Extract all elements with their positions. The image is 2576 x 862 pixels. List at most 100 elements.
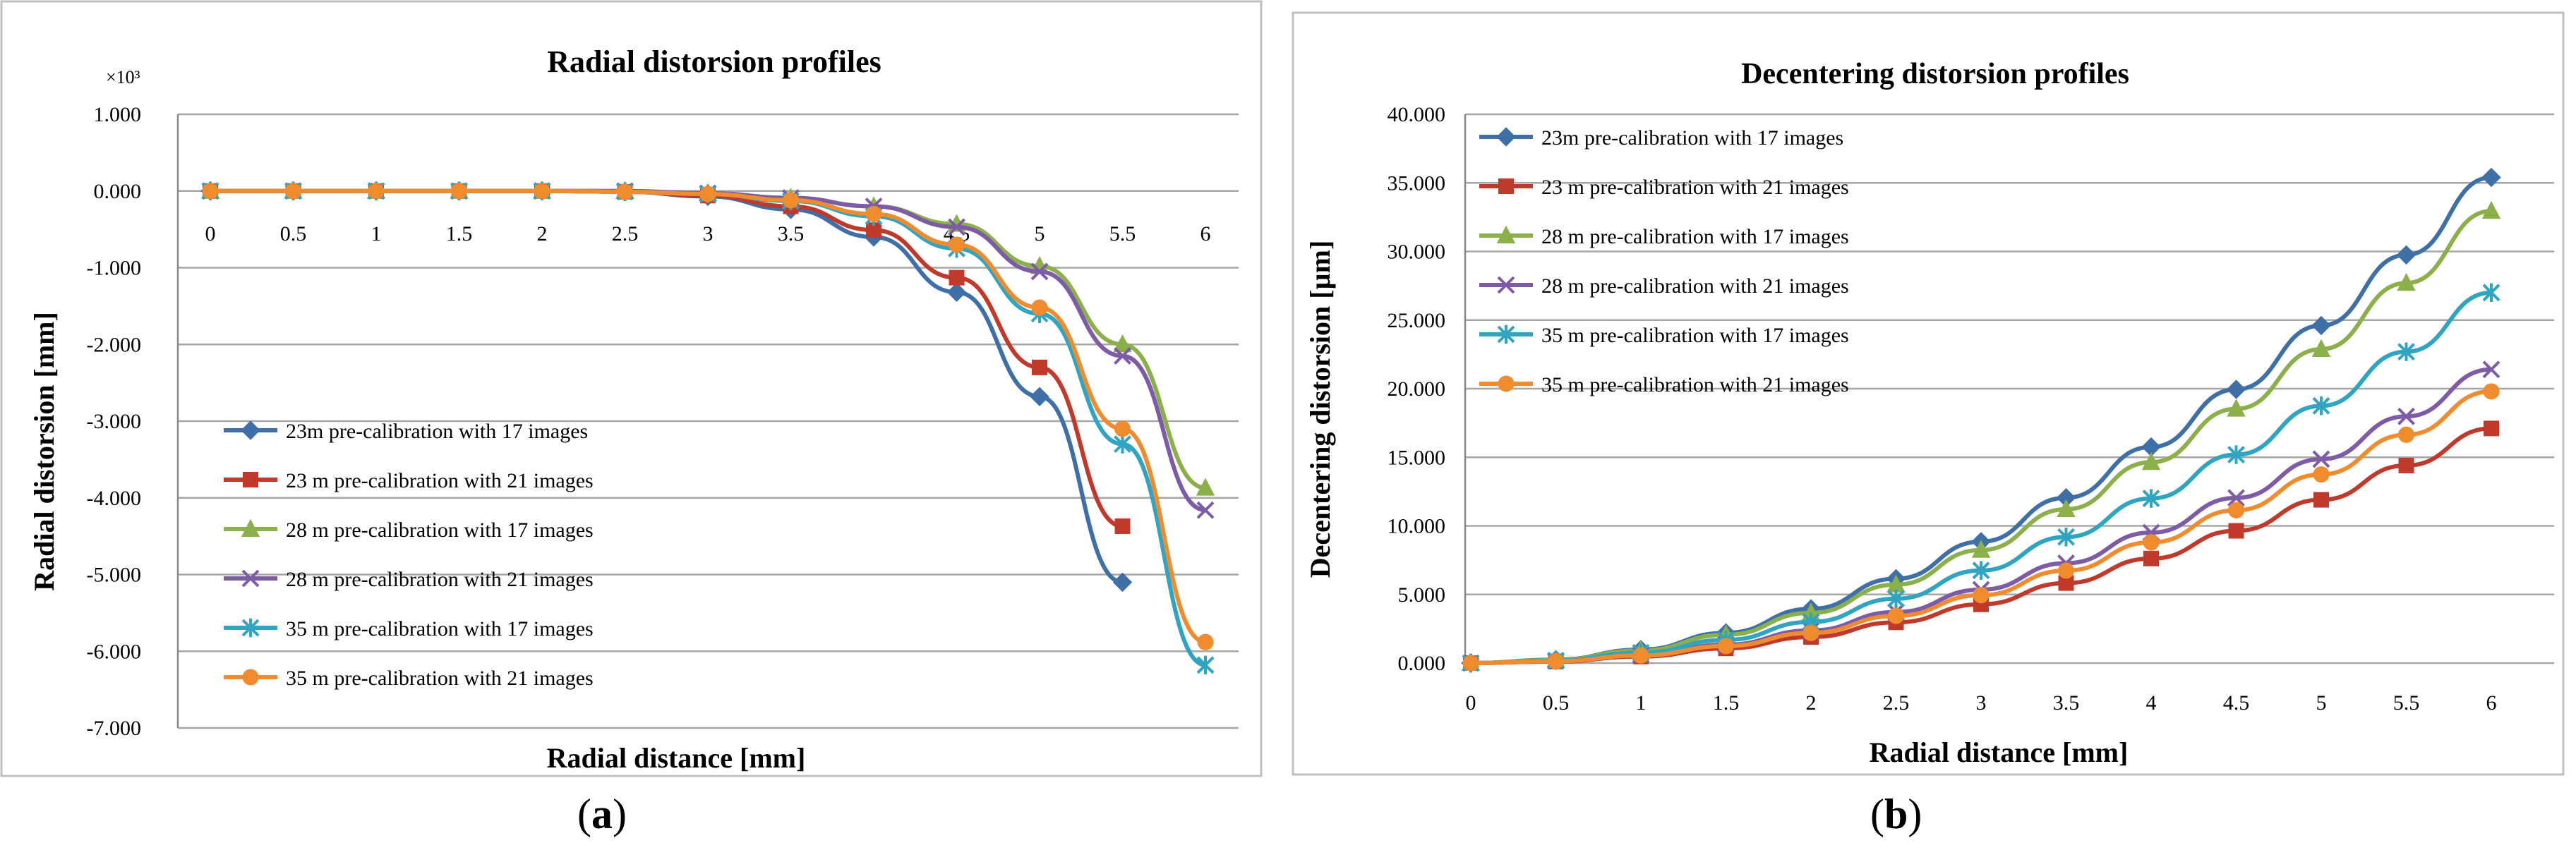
chart-b-x-tick-label: 3.5: [2053, 691, 2080, 715]
chart-b-x-tick-label: 0: [1466, 691, 1476, 715]
chart-b-point: [2311, 315, 2331, 336]
chart-b-point: [2141, 451, 2161, 471]
chart-a-legend-label: 23m pre-calibration with 17 images: [286, 420, 588, 443]
chart-b-legend-label: 35 m pre-calibration with 17 images: [1541, 324, 1849, 347]
chart-a-legend-marker: [241, 569, 260, 588]
chart-a-point: [284, 183, 302, 200]
chart-a-x-tick-label: 6: [1200, 222, 1211, 245]
chart-b-point: [2227, 399, 2246, 417]
chart-b-point: [2057, 528, 2075, 547]
chart-b-point: [1632, 647, 1649, 664]
chart-a-y-multiplier: ×10³: [106, 67, 140, 87]
chart-b-x-tick-label: 3: [1976, 691, 1987, 715]
chart-b-y-tick-label: 30.000: [1388, 241, 1446, 264]
chart-b-series-line: [1470, 290, 2492, 665]
panel-label-b-text: b: [1884, 791, 1908, 837]
chart-a-x-tick-label: 1: [371, 222, 382, 245]
chart-a-series-6: [202, 183, 1214, 650]
chart-b-y-tick-label: 20.000: [1388, 377, 1446, 401]
chart-b-group: 0.000 5.000 10.000 15.000 20.000 25.000 30.000…: [1292, 11, 2565, 776]
chart-b-legend-marker: [1496, 225, 1516, 243]
chart-a-point: [450, 183, 468, 200]
chart-a-point: [948, 218, 965, 236]
chart-b-point: [2481, 200, 2501, 219]
chart-b-legend-marker: [1497, 276, 1515, 294]
chart-a-y-tick-label: -3.000: [87, 410, 142, 433]
chart-a-point: [1114, 347, 1131, 365]
chart-b-point: [2398, 457, 2414, 473]
chart-b-point: [1547, 652, 1565, 669]
chart-a-y-tick-label: 1.000: [94, 103, 142, 126]
chart-a-legend-label: 23 m pre-calibration with 21 images: [286, 469, 594, 492]
chart-b-point: [2396, 245, 2416, 265]
chart-b-point: [2142, 489, 2160, 508]
chart-a-title: Radial distorsion profiles: [547, 44, 881, 79]
chart-b-y-tick-label: 35.000: [1388, 171, 1446, 195]
chart-b-point: [2313, 466, 2330, 483]
chart-b-x-tick-label: 4.5: [2223, 691, 2250, 715]
chart-b-point: [2141, 437, 2161, 457]
chart-a-legend-label: 35 m pre-calibration with 21 images: [286, 667, 594, 690]
chart-b-point: [2227, 445, 2245, 464]
chart-a-x-tick-label: 3.5: [778, 222, 805, 245]
chart-b-y-tick-label: 0.000: [1398, 652, 1446, 675]
chart-a-point: [1032, 359, 1047, 375]
chart-a-x-tick-label: 3: [703, 222, 714, 245]
chart-b-x-tick-label: 5: [2316, 691, 2327, 715]
chart-b-series-line: [1470, 209, 2492, 665]
chart-b-y-tick-label: 10.000: [1388, 515, 1446, 538]
chart-a-y-tick-label: -7.000: [87, 717, 142, 740]
chart-b-legend-label: 28 m pre-calibration with 17 images: [1541, 225, 1849, 248]
chart-a-point: [1196, 501, 1215, 519]
chart-a-point: [1112, 572, 1133, 593]
chart-b-x-tick-label: 4: [2146, 691, 2157, 715]
chart-b-point: [1972, 561, 1990, 580]
chart-b-point: [1802, 624, 1819, 641]
chart-a-legend-marker: [241, 518, 260, 537]
chart-a-point: [1114, 420, 1131, 437]
chart-a-y-label: Radial distorsion [mm]: [28, 312, 60, 591]
chart-a-point: [782, 192, 800, 209]
chart-b-point: [2143, 534, 2160, 551]
chart-b-point: [1973, 587, 1990, 604]
chart-a-x-tick-label: 0.5: [280, 222, 307, 245]
chart-a-legend-marker: [241, 618, 260, 638]
chart-b-legend-label: 23m pre-calibration with 17 images: [1541, 126, 1843, 150]
chart-b-point: [2143, 550, 2159, 566]
chart-a-x-tick-label: 5: [1035, 222, 1045, 245]
chart-a-group: 1.000 0.000 -1.000 -2.000 -3.000 -4.000 -5.000…: [0, 0, 1263, 777]
chart-b-x-tick-label: 5.5: [2393, 691, 2420, 715]
chart-a-frame: [0, 0, 1263, 777]
chart-b-point: [1971, 540, 1991, 558]
chart-a-point: [1030, 262, 1049, 281]
panel-label-b: (b): [1870, 791, 1922, 837]
chart-b-point: [2482, 360, 2500, 379]
chart-b-point: [2056, 487, 2076, 508]
chart-b-y-label: Decentering distorsion [µm]: [1304, 241, 1336, 578]
chart-b-y-tick-label: 25.000: [1388, 309, 1446, 332]
chart-b-series-line: [1470, 389, 2492, 665]
chart-a-point: [865, 205, 882, 222]
chart-a-legend-label: 35 m pre-calibration with 17 images: [286, 617, 594, 641]
chart-b-point: [1887, 589, 1905, 608]
chart-b-x-tick-label: 0.5: [1543, 691, 1570, 715]
chart-a-point: [1113, 334, 1132, 353]
chart-b-series-6: [1462, 383, 2500, 672]
chart-b-legend-marker: [1498, 178, 1514, 194]
chart-a-legend-label: 28 m pre-calibration with 21 images: [286, 568, 594, 591]
chart-b-legend-marker: [1497, 324, 1515, 344]
chart-a-point: [1030, 387, 1049, 406]
chart-a-legend-marker: [243, 472, 258, 487]
chart-a-point: [1114, 518, 1131, 534]
chart-b-point: [2481, 167, 2501, 188]
chart-a-point: [1196, 655, 1215, 675]
chart-a-y-tick-label: -2.000: [87, 333, 142, 356]
chart-b-point: [2057, 562, 2075, 579]
chart-a-point: [946, 282, 967, 303]
chart-a-point: [616, 183, 634, 200]
chart-b-point: [2311, 339, 2331, 357]
chart-b-point: [2312, 450, 2330, 468]
chart-b-point: [1717, 638, 1735, 655]
chart-b-point: [2226, 380, 2246, 399]
